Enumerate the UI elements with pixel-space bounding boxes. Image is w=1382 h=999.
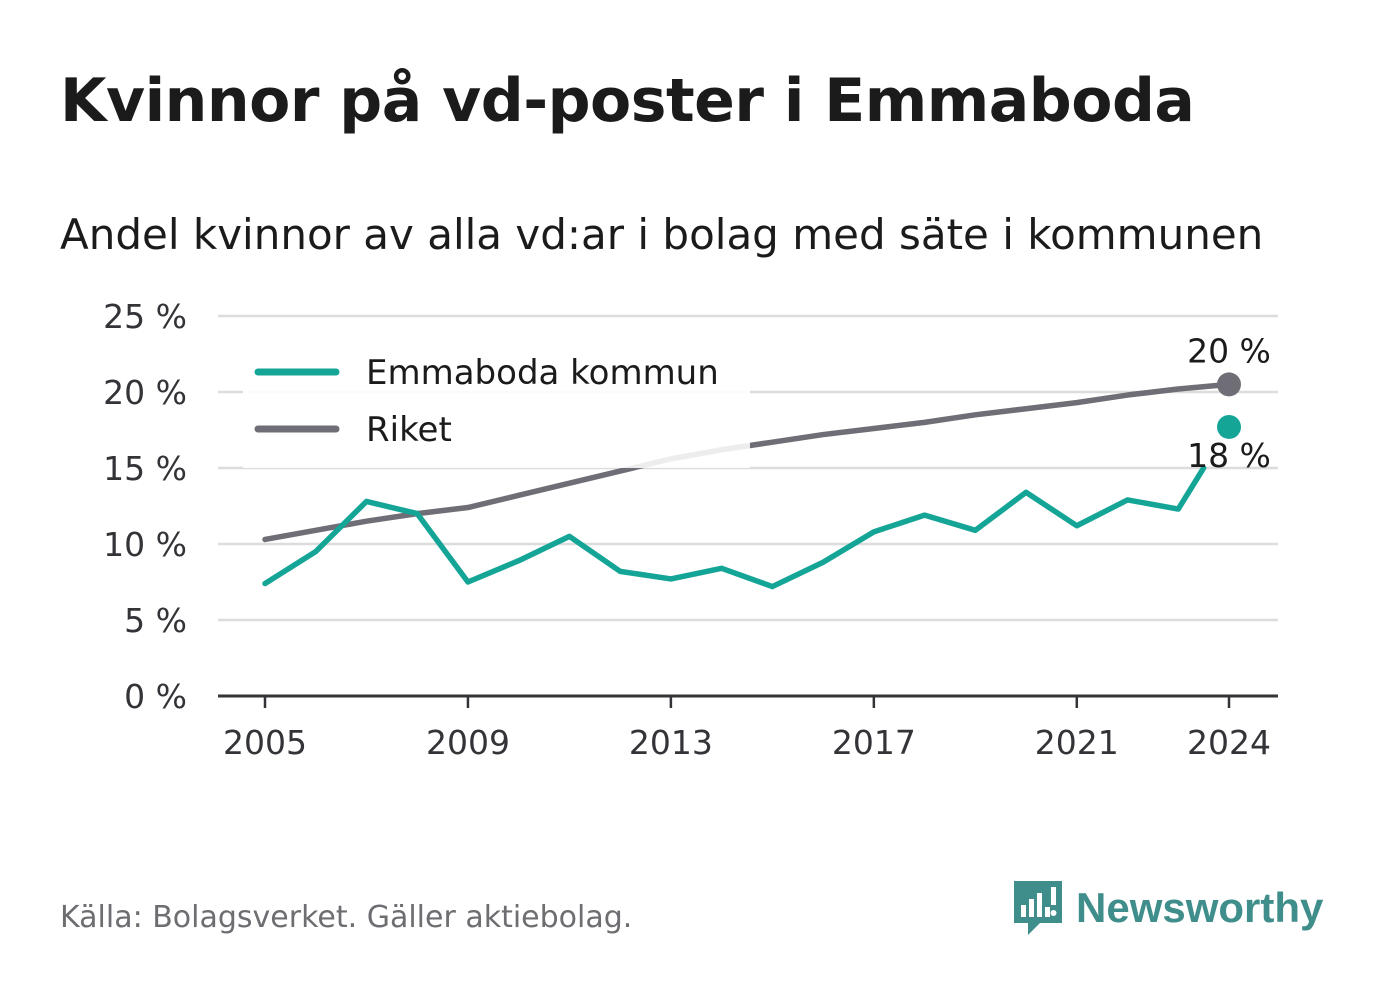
- brand-name: Newsworthy: [1076, 884, 1324, 931]
- chart-title: Kvinnor på vd-poster i Emmaboda: [60, 66, 1195, 136]
- x-tick-label: 2005: [223, 723, 307, 762]
- x-tick-label: 2009: [426, 723, 510, 762]
- y-axis-tick-labels: 0 % 5 % 10 % 15 % 20 % 25 %: [103, 297, 187, 716]
- chart-subtitle: Andel kvinnor av alla vd:ar i bolag med …: [60, 210, 1264, 259]
- y-tick-label: 15 %: [103, 449, 187, 488]
- x-tick-label: 2013: [629, 723, 713, 762]
- end-value-label: 18 %: [1187, 436, 1271, 475]
- series-line-emmaboda-kommun: [262, 465, 1207, 590]
- x-tick-label: 2017: [832, 723, 916, 762]
- x-tick-label: 2021: [1035, 723, 1119, 762]
- brand-logo: Newsworthy: [1010, 877, 1323, 939]
- source-note: Källa: Bolagsverket. Gäller aktiebolag.: [60, 900, 633, 935]
- end-marker: [1217, 372, 1241, 397]
- y-tick-label: 0 %: [124, 677, 187, 716]
- series-end-markers: [1217, 372, 1241, 439]
- y-tick-label: 20 %: [103, 373, 187, 412]
- y-tick-label: 5 %: [124, 601, 187, 640]
- legend-label: Emmaboda kommun: [366, 353, 719, 393]
- x-tick-label: 2024: [1187, 723, 1271, 762]
- end-marker: [1217, 414, 1241, 439]
- series-end-labels: 18 % 20 %: [1187, 331, 1271, 475]
- y-tick-label: 10 %: [103, 525, 187, 564]
- legend-label: Riket: [366, 410, 452, 450]
- y-tick-label: 25 %: [103, 297, 187, 336]
- legend-background: [243, 346, 750, 468]
- newsworthy-logo-icon: [1014, 881, 1062, 935]
- legend: Emmaboda kommun Riket: [243, 346, 750, 468]
- end-value-label: 20 %: [1187, 331, 1271, 370]
- x-axis-tick-labels: 2005 2009 2013 2017 2021 2024: [223, 696, 1271, 762]
